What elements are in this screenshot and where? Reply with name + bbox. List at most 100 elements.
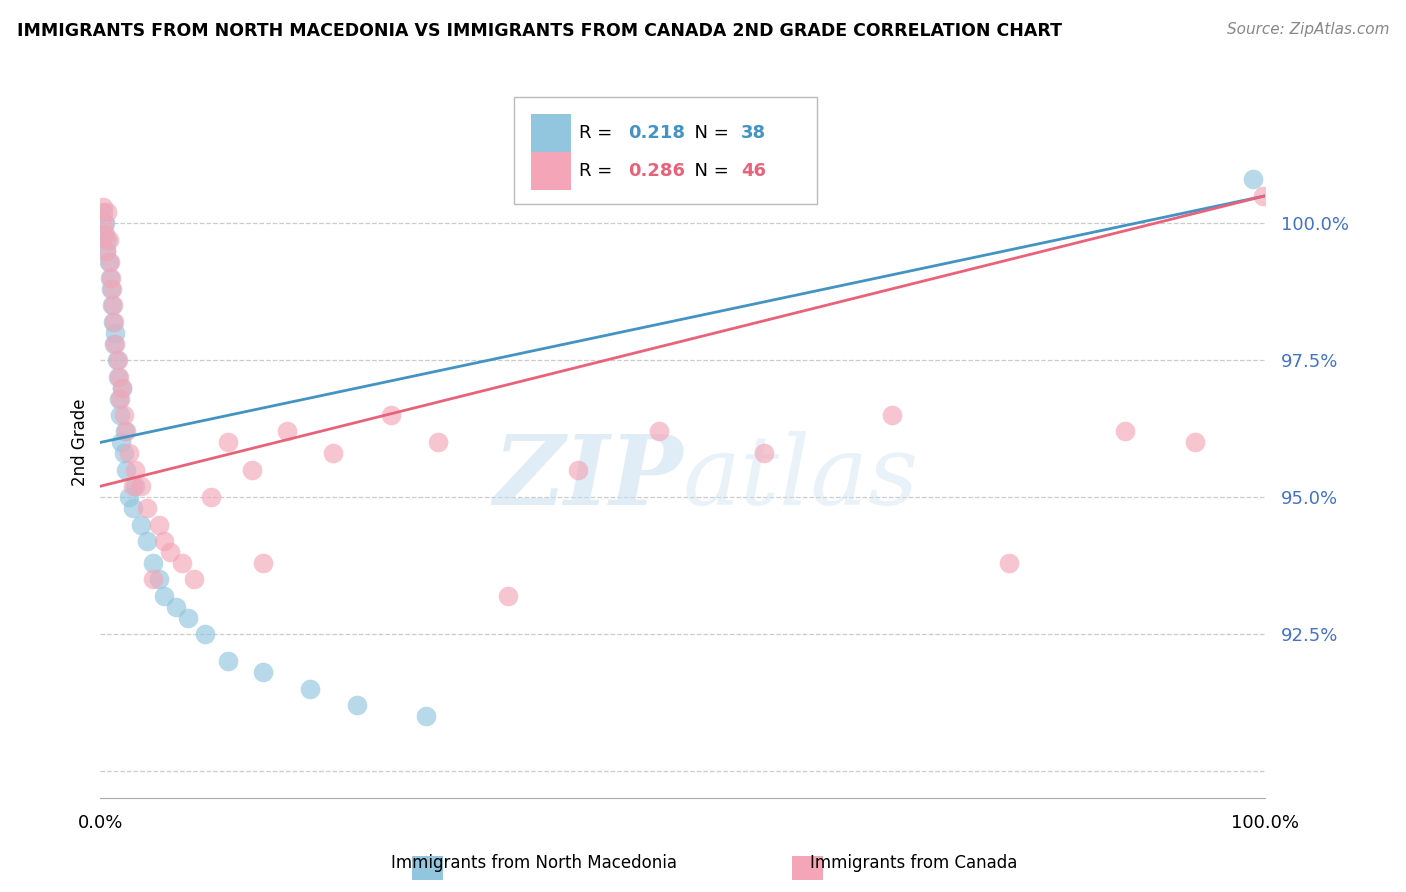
Text: Immigrants from North Macedonia: Immigrants from North Macedonia xyxy=(391,855,678,872)
Point xyxy=(111,381,134,395)
Point xyxy=(415,709,437,723)
Text: R =: R = xyxy=(579,162,619,180)
Point xyxy=(101,298,124,312)
Point xyxy=(882,408,904,422)
Point xyxy=(105,353,128,368)
Point xyxy=(97,233,120,247)
Point xyxy=(148,517,170,532)
Point xyxy=(194,627,217,641)
Point xyxy=(276,425,298,439)
Text: 0.218: 0.218 xyxy=(628,124,685,143)
Point xyxy=(96,244,118,258)
Point xyxy=(142,556,165,570)
Point xyxy=(108,369,131,384)
Point xyxy=(153,533,176,548)
Point xyxy=(165,599,187,614)
Point xyxy=(159,545,181,559)
Text: R =: R = xyxy=(579,124,619,143)
Point xyxy=(112,408,135,422)
Point xyxy=(103,315,125,329)
Point xyxy=(380,408,402,422)
Point xyxy=(108,392,131,406)
Point xyxy=(124,479,146,493)
Point xyxy=(997,556,1019,570)
Point xyxy=(129,479,152,493)
Point xyxy=(96,244,118,258)
Text: ZIP: ZIP xyxy=(494,431,682,525)
Point xyxy=(91,205,114,219)
Point xyxy=(427,435,450,450)
Point xyxy=(104,326,127,340)
Point xyxy=(648,425,671,439)
Point xyxy=(107,353,129,368)
Point xyxy=(136,501,159,516)
Point xyxy=(122,501,145,516)
Point xyxy=(240,463,263,477)
Point xyxy=(110,435,132,450)
Text: atlas: atlas xyxy=(682,431,918,525)
Point xyxy=(101,315,124,329)
Text: 46: 46 xyxy=(741,162,766,180)
Point xyxy=(98,254,121,268)
Point xyxy=(104,336,127,351)
Point xyxy=(1114,425,1136,439)
Point xyxy=(176,610,198,624)
Point xyxy=(91,200,114,214)
Point xyxy=(97,254,120,268)
Point xyxy=(108,392,131,406)
Point xyxy=(183,572,205,586)
Text: 38: 38 xyxy=(741,124,766,143)
Point xyxy=(108,408,131,422)
FancyBboxPatch shape xyxy=(531,152,571,190)
Point xyxy=(252,665,274,680)
Point xyxy=(96,205,118,219)
Point xyxy=(100,282,122,296)
Point xyxy=(136,533,159,548)
Point xyxy=(298,681,321,696)
Point xyxy=(107,369,129,384)
Point xyxy=(94,227,117,242)
Text: Source: ZipAtlas.com: Source: ZipAtlas.com xyxy=(1226,22,1389,37)
Point xyxy=(752,446,775,460)
Point xyxy=(170,556,193,570)
Point xyxy=(101,282,124,296)
Text: N =: N = xyxy=(682,162,734,180)
Point xyxy=(496,589,519,603)
Point xyxy=(153,589,176,603)
Text: Immigrants from Canada: Immigrants from Canada xyxy=(810,855,1018,872)
Point xyxy=(217,435,239,450)
Point xyxy=(252,556,274,570)
Point xyxy=(1184,435,1206,450)
Point xyxy=(100,271,122,285)
Point xyxy=(148,572,170,586)
Point xyxy=(103,336,125,351)
Point xyxy=(346,698,368,713)
Point xyxy=(1241,172,1264,186)
FancyBboxPatch shape xyxy=(513,97,817,204)
Point xyxy=(1251,189,1274,203)
Point xyxy=(118,490,141,504)
Point xyxy=(142,572,165,586)
Point xyxy=(115,463,138,477)
Point xyxy=(124,463,146,477)
Point xyxy=(93,227,115,242)
Point xyxy=(98,271,121,285)
Text: N =: N = xyxy=(682,124,734,143)
Point xyxy=(217,655,239,669)
Point xyxy=(567,463,589,477)
Point xyxy=(96,233,118,247)
Point xyxy=(93,216,115,230)
Point xyxy=(129,517,152,532)
Point xyxy=(114,425,136,439)
Point xyxy=(112,446,135,460)
Point xyxy=(322,446,344,460)
Point xyxy=(115,425,138,439)
Point xyxy=(101,298,124,312)
Point xyxy=(200,490,222,504)
Point xyxy=(111,381,134,395)
Point xyxy=(94,216,117,230)
Text: 0.286: 0.286 xyxy=(628,162,685,180)
Text: IMMIGRANTS FROM NORTH MACEDONIA VS IMMIGRANTS FROM CANADA 2ND GRADE CORRELATION : IMMIGRANTS FROM NORTH MACEDONIA VS IMMIG… xyxy=(17,22,1062,40)
Point xyxy=(122,479,145,493)
Y-axis label: 2nd Grade: 2nd Grade xyxy=(72,399,89,486)
